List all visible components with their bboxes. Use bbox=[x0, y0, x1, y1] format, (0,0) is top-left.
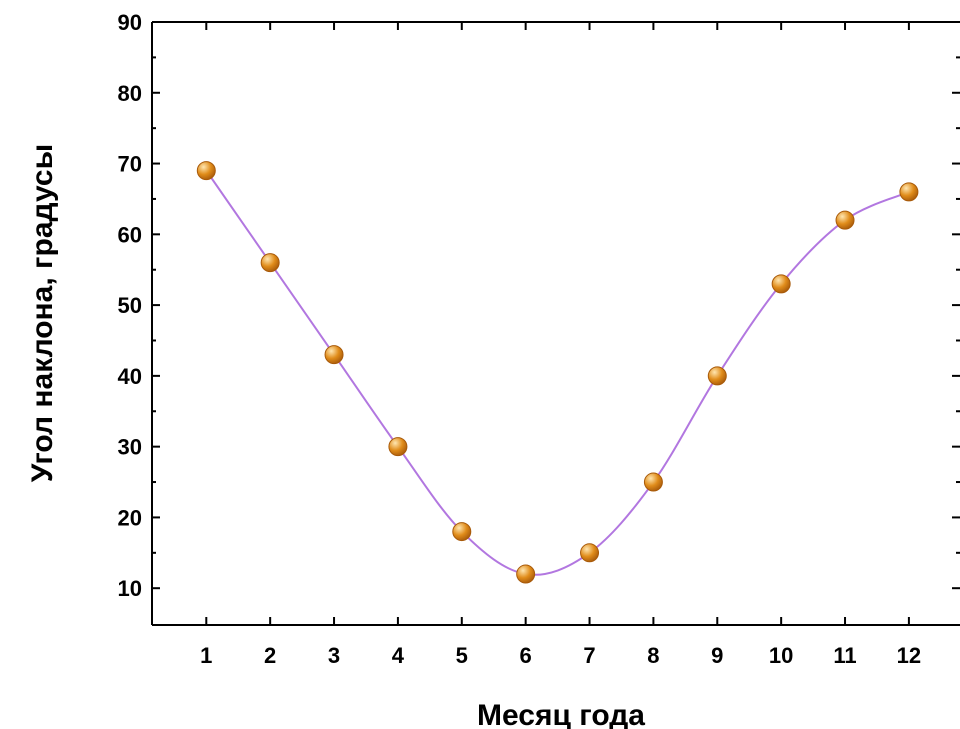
data-point bbox=[771, 274, 791, 294]
y-axis-title: Угол наклона, градусы bbox=[26, 144, 59, 482]
y-tick-label: 30 bbox=[118, 435, 142, 460]
y-tick-label: 60 bbox=[118, 222, 142, 247]
data-point bbox=[899, 182, 919, 202]
data-point bbox=[260, 253, 280, 273]
x-tick-label: 8 bbox=[647, 643, 659, 668]
y-tick-label: 70 bbox=[118, 152, 142, 177]
x-tick-label: 10 bbox=[769, 643, 793, 668]
y-tick-label: 10 bbox=[118, 576, 142, 601]
data-point bbox=[643, 472, 663, 492]
data-point bbox=[516, 564, 536, 584]
plot-axes bbox=[151, 21, 960, 626]
x-axis-title: Месяц года bbox=[477, 699, 645, 729]
x-tick-label: 7 bbox=[583, 643, 595, 668]
data-point bbox=[388, 437, 408, 457]
data-point bbox=[707, 366, 727, 386]
data-point bbox=[835, 210, 855, 230]
x-tick-label: 5 bbox=[456, 643, 468, 668]
data-point bbox=[324, 345, 344, 365]
x-tick-label: 1 bbox=[200, 643, 212, 668]
data-point bbox=[452, 522, 472, 542]
data-markers bbox=[196, 161, 919, 584]
y-tick-label: 80 bbox=[118, 81, 142, 106]
data-point bbox=[196, 161, 216, 181]
y-tick-label: 50 bbox=[118, 293, 142, 318]
x-tick-label: 3 bbox=[328, 643, 340, 668]
y-tick-label: 20 bbox=[118, 505, 142, 530]
series-line bbox=[205, 170, 910, 576]
x-tick-label: 11 bbox=[833, 643, 856, 668]
x-tick-label: 2 bbox=[264, 643, 276, 668]
data-point bbox=[580, 543, 600, 563]
x-tick-label: 12 bbox=[897, 643, 921, 668]
y-tick-label: 40 bbox=[118, 364, 142, 389]
data-series bbox=[205, 170, 910, 576]
x-tick-label: 6 bbox=[520, 643, 532, 668]
y-tick-label: 90 bbox=[118, 10, 142, 35]
x-tick-label: 9 bbox=[711, 643, 723, 668]
x-tick-label: 4 bbox=[392, 643, 405, 668]
